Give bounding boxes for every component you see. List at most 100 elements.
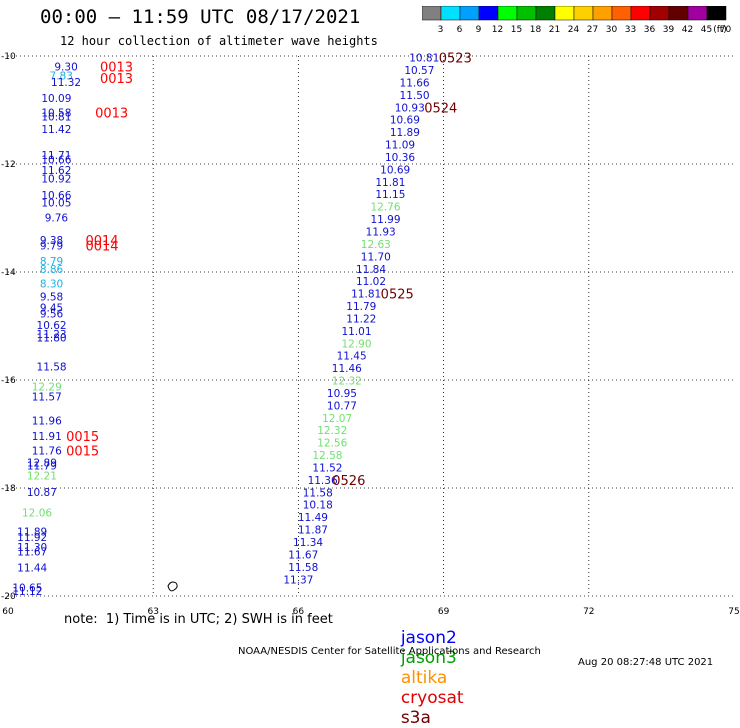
wave-height-point: 12.21 — [27, 471, 57, 483]
legend-cryosat: cryosat — [400, 688, 464, 708]
wave-height-point: 12.56 — [317, 438, 347, 450]
color-scale-label: 3 — [438, 25, 444, 35]
wave-height-point: 10.36 — [385, 152, 415, 164]
island-outline — [167, 581, 178, 592]
wave-height-point: 11.32 — [51, 77, 81, 89]
color-scale-label: 18 — [530, 25, 542, 35]
wave-height-point: 11.80 — [37, 332, 67, 344]
color-scale-label: 27 — [587, 25, 598, 35]
wave-height-point: 10.69 — [390, 115, 420, 127]
wave-height-point: 11.70 — [361, 251, 391, 263]
wave-height-point: 12.32 — [317, 425, 347, 437]
color-scale-label: 39 — [663, 25, 675, 35]
wave-height-point: 11.42 — [41, 124, 71, 136]
time-label: 0524 — [424, 101, 457, 116]
wave-height-point: 11.15 — [375, 189, 405, 201]
wave-height-point: 10.66 — [41, 190, 71, 202]
color-scale-unit: (ft) — [713, 25, 727, 35]
x-tick-label: 63 — [147, 607, 158, 617]
time-label: 0014 — [85, 234, 118, 249]
chart-subtitle: 12 hour collection of altimeter wave hei… — [60, 34, 378, 48]
wave-height-point: 12.76 — [370, 202, 400, 214]
wave-height-point: 10.93 — [395, 102, 425, 114]
x-tick-label: 60 — [2, 607, 14, 617]
wave-height-point: 8.79 — [40, 256, 63, 268]
wave-height-point: 9.56 — [40, 309, 64, 321]
color-scale-label: 24 — [568, 25, 580, 35]
x-tick-label: 72 — [583, 607, 594, 617]
wave-height-point: 11.01 — [341, 326, 371, 338]
time-label: 0013 — [100, 72, 133, 87]
wave-height-point: 11.34 — [293, 537, 323, 549]
wave-height-point: 7.83 — [50, 70, 73, 82]
wave-height-point: 11.50 — [400, 90, 430, 102]
wave-height-point: 10.95 — [327, 388, 357, 400]
color-scale-label: 36 — [644, 25, 656, 35]
color-scale-label: 21 — [549, 25, 560, 35]
wave-height-point: 11.79 — [346, 301, 376, 313]
wave-height-point: 10.77 — [327, 400, 357, 412]
wave-height-point: 11.37 — [283, 574, 313, 586]
wave-height-point: 11.87 — [298, 525, 328, 537]
satellite-legend: jason2 jason3 altika cryosat s3a — [390, 608, 474, 728]
time-label: 0015 — [66, 430, 99, 445]
wave-height-point: 11.58 — [303, 487, 333, 499]
color-scale-label: 45 — [701, 25, 712, 35]
legend-s3a: s3a — [400, 708, 431, 728]
wave-height-point: 11.99 — [370, 214, 400, 226]
wave-height-point: 11.91 — [32, 431, 62, 443]
wave-height-point: 12.06 — [22, 507, 52, 519]
wave-height-point: 11.89 — [17, 527, 47, 539]
wave-height-point: 10.09 — [41, 93, 71, 105]
wave-height-point: 11.71 — [41, 150, 71, 162]
wave-height-point: 11.45 — [337, 351, 367, 363]
wave-height-point: 9.38 — [40, 235, 63, 247]
wave-height-point: 12.63 — [361, 239, 391, 251]
wave-height-point: 11.23 — [37, 329, 67, 341]
wave-height-point: 12.29 — [32, 381, 62, 393]
wave-height-point: 11.62 — [41, 165, 71, 177]
y-tick-label: -14 — [1, 268, 16, 278]
wave-height-point: 11.67 — [288, 549, 318, 561]
time-label: 0013 — [95, 107, 128, 122]
wave-height-point: 8.86 — [40, 264, 64, 276]
wave-height-point: 11.49 — [298, 512, 328, 524]
wave-height-point: 11.58 — [37, 362, 67, 374]
footer-timestamp: Aug 20 08:27:48 UTC 2021 — [578, 657, 714, 668]
wave-height-point: 10.81 — [41, 111, 71, 123]
y-tick-label: -18 — [1, 484, 16, 494]
wave-height-point: 9.76 — [45, 212, 69, 224]
wave-height-point: 11.66 — [400, 77, 430, 89]
color-scale-label: 70 — [720, 25, 732, 35]
wave-height-point: 10.62 — [37, 320, 67, 332]
time-label: 0526 — [332, 474, 365, 489]
x-tick-label: 75 — [728, 607, 739, 617]
wave-height-point: 10.87 — [27, 487, 57, 499]
color-scale-bar: 3 6 9 12 15 18 21 24 27 30 33 36 39 42 45 70(ft) — [422, 6, 732, 35]
color-scale-label: 12 — [492, 25, 503, 35]
wave-height-point: 11.09 — [385, 140, 415, 152]
wave-height-point: 10.92 — [41, 174, 71, 186]
y-tick-label: -10 — [1, 52, 16, 62]
footer: NOAA/NESDIS Center for Satellite Applica… — [0, 635, 740, 668]
wave-height-point: 9.45 — [40, 303, 63, 315]
y-tick-label: -20 — [1, 592, 16, 602]
wave-height-point: 11.76 — [32, 446, 62, 458]
y-tick-label: -16 — [1, 376, 16, 386]
wave-height-point: 12.32 — [332, 376, 362, 388]
y-tick-label: -12 — [1, 160, 16, 170]
x-tick-label: 69 — [438, 607, 450, 617]
color-scale-label: 42 — [682, 25, 693, 35]
color-scale-label: 6 — [457, 25, 463, 35]
altimeter-chart: 60 63 66 69 72 75-10-12-14-16-18-209.307.8311… — [1, 52, 740, 617]
color-swatch — [706, 6, 727, 21]
footer-credit: NOAA/NESDIS Center for Satellite Applica… — [238, 646, 541, 657]
wave-height-point: 11.58 — [288, 562, 318, 574]
wave-height-point: 9.58 — [40, 291, 63, 303]
time-label: 0015 — [66, 445, 99, 460]
time-label: 0523 — [439, 52, 472, 67]
wave-height-point: 11.84 — [356, 264, 386, 276]
wave-height-point: 10.65 — [12, 582, 42, 594]
wave-height-point: 10.66 — [41, 155, 71, 167]
wave-height-point: 11.44 — [17, 562, 47, 574]
